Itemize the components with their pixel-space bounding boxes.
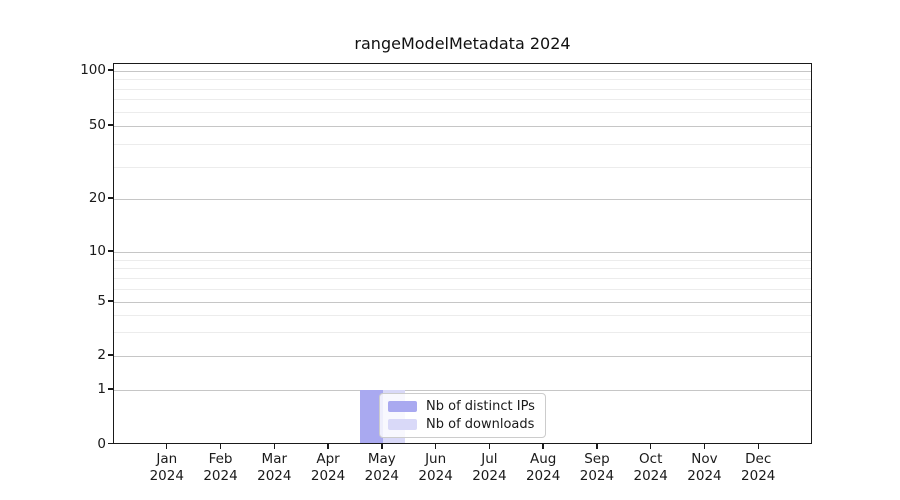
y-tick [108, 354, 113, 356]
y-tick-label: 20 [88, 190, 106, 206]
y-gridline-major [114, 356, 811, 357]
legend-swatch-icon [388, 401, 417, 412]
x-tick [219, 443, 222, 449]
y-gridline-minor [114, 277, 811, 279]
y-tick [108, 197, 113, 199]
chart-title: rangeModelMetadata 2024 [354, 34, 571, 53]
y-tick [108, 69, 113, 71]
y-gridline-minor [114, 143, 811, 145]
y-gridline-minor [114, 79, 811, 81]
y-gridline-major [114, 302, 811, 303]
x-tick-label: Jan 2024 [149, 450, 184, 484]
y-gridline-minor [114, 166, 811, 168]
y-gridline-minor [114, 111, 811, 113]
y-gridline-minor [114, 315, 811, 317]
x-tick [381, 443, 383, 449]
x-tick-label: Feb 2024 [203, 450, 238, 484]
y-gridline-major [114, 71, 811, 72]
y-tick [108, 250, 113, 252]
y-tick-label: 100 [80, 62, 106, 78]
y-tick [108, 388, 113, 390]
legend-label: Nb of downloads [426, 417, 535, 432]
x-tick [166, 443, 168, 449]
legend-label: Nb of distinct IPs [426, 399, 535, 414]
legend-entry: Nb of downloads [388, 417, 535, 432]
y-gridline-major [114, 252, 811, 253]
y-gridline-minor [114, 332, 811, 334]
y-gridline-major [114, 199, 811, 200]
plot-area [113, 63, 812, 444]
y-gridline-minor [114, 99, 811, 101]
x-tick [596, 443, 598, 449]
y-gridline-minor [114, 259, 811, 261]
y-tick-label: 0 [97, 435, 106, 452]
y-gridline-minor [114, 288, 811, 290]
legend-entry: Nb of distinct IPs [388, 399, 535, 414]
x-tick [488, 443, 491, 449]
x-tick [703, 443, 706, 449]
x-tick [757, 443, 759, 449]
y-gridline-minor [114, 268, 811, 270]
x-tick-label: Aug 2024 [525, 450, 561, 484]
x-tick-label: Apr 2024 [310, 450, 346, 484]
x-tick-label: Oct 2024 [633, 450, 668, 484]
y-tick-label: 1 [97, 381, 106, 397]
x-tick-label: Nov 2024 [687, 450, 722, 484]
x-tick-label: Sep 2024 [579, 450, 615, 484]
y-tick-label: 5 [97, 293, 106, 309]
legend: Nb of distinct IPs Nb of downloads [379, 393, 546, 438]
x-tick [273, 443, 275, 449]
y-gridline-major [114, 126, 811, 127]
y-tick [108, 442, 113, 445]
x-tick-label: May 2024 [364, 450, 400, 484]
y-tick-label: 50 [88, 117, 106, 133]
bar-nb-of-distinct-ips [360, 390, 383, 444]
y-gridline-minor [114, 88, 811, 90]
x-tick [542, 443, 544, 449]
x-tick-label: Dec 2024 [741, 450, 776, 484]
x-tick [649, 443, 652, 449]
x-tick [434, 443, 437, 449]
legend-swatch-icon [388, 419, 417, 430]
x-tick-label: Jul 2024 [472, 450, 507, 484]
x-tick-label: Mar 2024 [257, 450, 292, 484]
x-tick-label: Jun 2024 [418, 450, 453, 484]
y-gridline-major [114, 390, 811, 391]
y-tick-label: 10 [88, 243, 106, 259]
y-tick [108, 124, 113, 126]
y-tick [108, 300, 113, 302]
x-tick [327, 443, 329, 449]
y-tick-label: 2 [97, 347, 106, 363]
